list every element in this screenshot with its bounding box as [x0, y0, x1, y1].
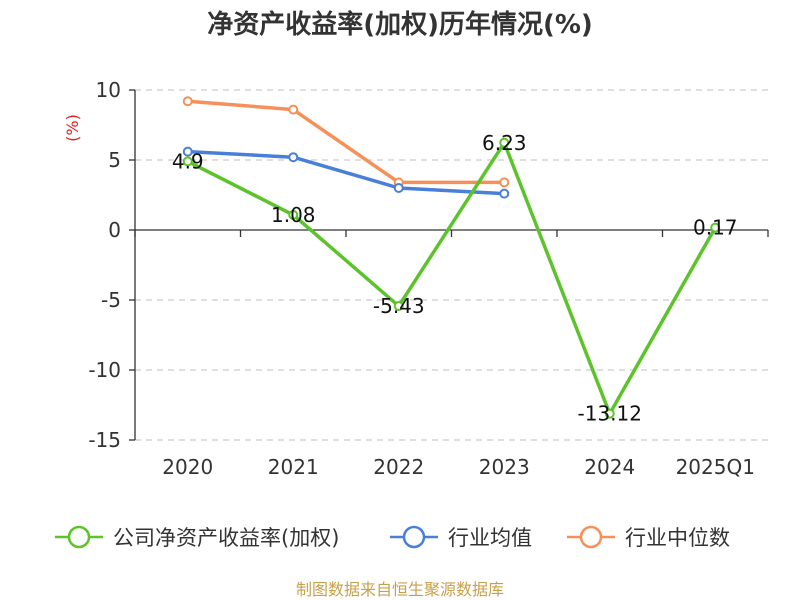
data-label: 1.08 [271, 203, 316, 227]
x-tick-label: 2022 [373, 455, 424, 479]
data-point [604, 408, 615, 419]
legend-label: 行业中位数 [625, 526, 730, 550]
legend-item: 行业中位数 [567, 525, 730, 550]
data-label: -5.43 [373, 294, 425, 318]
data-label: 6.23 [482, 131, 527, 155]
data-point [288, 152, 299, 163]
y-tick-label: 10 [96, 78, 121, 102]
data-point [288, 104, 299, 115]
data-labels: 4.9 1.08 -5.43 6.23 -13.12 0.17 [172, 131, 738, 426]
x-tick-label: 2021 [268, 455, 319, 479]
legend-marker [402, 525, 426, 549]
series-line [186, 141, 717, 416]
data-point [393, 183, 404, 193]
y-tick-label: -5 [101, 288, 121, 312]
data-label: 0.17 [693, 216, 738, 240]
x-tick-label: 2020 [162, 455, 213, 479]
data-point [499, 188, 510, 199]
data-point [393, 301, 404, 312]
x-tick-label: 2025Q1 [676, 455, 755, 479]
grid [135, 89, 768, 441]
data-point [499, 137, 510, 148]
series-line [187, 99, 505, 185]
y-tick-label: 5 [108, 148, 121, 172]
data-point [182, 96, 193, 107]
series-line [187, 149, 505, 196]
y-tick-label: -10 [88, 358, 121, 382]
y-axis-label: (%) [63, 114, 82, 142]
y-tick-label: 0 [108, 218, 121, 242]
legend-item: 行业均值 [390, 525, 532, 550]
x-tick-label: 2023 [479, 455, 530, 479]
series-layer [182, 96, 721, 419]
y-tick-label: -15 [88, 428, 121, 452]
data-point [499, 177, 510, 188]
data-point [710, 222, 721, 233]
legend-item: 公司净资产收益率(加权) [55, 525, 339, 550]
axes: 10 5 0 -5 -10 -15 2020 2021 2022 2023 2024 2025Q1 [88, 78, 769, 479]
legend-label: 行业均值 [448, 526, 532, 550]
source-note: 制图数据来自恒生聚源数据库 [296, 580, 504, 599]
legend-marker [67, 525, 91, 549]
data-point [182, 146, 193, 157]
data-point [288, 209, 299, 220]
x-tick-label: 2024 [584, 455, 635, 479]
chart-title: 净资产收益率(加权)历年情况(%) [207, 9, 593, 40]
legend-marker [579, 525, 603, 549]
data-label: 4.9 [172, 149, 204, 173]
data-label: -13.12 [578, 402, 642, 426]
legend: 公司净资产收益率(加权) 行业均值 行业中位数 [55, 525, 730, 550]
data-point [182, 156, 193, 167]
legend-label: 公司净资产收益率(加权) [113, 526, 339, 550]
